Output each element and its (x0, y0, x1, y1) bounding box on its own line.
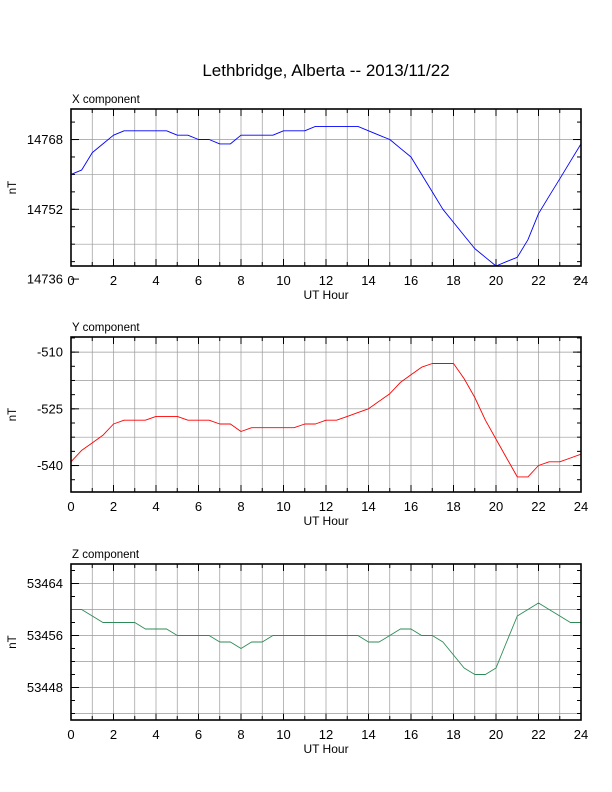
x-tick-label: 16 (404, 727, 418, 742)
x-tick-label: 2 (110, 727, 117, 742)
x-axis-label: UT Hour (303, 288, 348, 302)
x-tick-label: 6 (195, 727, 202, 742)
x-tick-label: 16 (404, 499, 418, 514)
panel-title: X component (72, 94, 141, 106)
x-tick-label: 22 (531, 499, 545, 514)
x-tick-label: 0 (67, 499, 74, 514)
y-tick-label: 14768 (27, 132, 63, 147)
series-line (70, 363, 582, 478)
y-tick-label: 53448 (27, 680, 63, 695)
x-tick-label: 12 (319, 499, 333, 514)
x-tick-label: 12 (319, 727, 333, 742)
x-tick-label: 24 (574, 273, 588, 288)
x-tick-label: 20 (489, 499, 503, 514)
x-tick-label: 10 (276, 727, 290, 742)
x-tick-label: 14 (361, 499, 375, 514)
y-axis-label: nT (7, 635, 19, 648)
plot-frame (70, 336, 582, 493)
y-tick-label: 53464 (27, 576, 63, 591)
x-axis-label: UT Hour (303, 514, 348, 528)
x-tick-label: 14 (361, 273, 375, 288)
x-tick-label: 10 (276, 499, 290, 514)
x-tick-label: 16 (404, 273, 418, 288)
y-tick-label: 14752 (27, 202, 63, 217)
y-axis-label: nT (7, 181, 19, 194)
x-tick-label: 24 (574, 499, 588, 514)
x-tick-label: 12 (319, 273, 333, 288)
x-tick-label: 0 (67, 727, 74, 742)
x-tick-label: 18 (446, 273, 460, 288)
y-tick-label: -510 (37, 345, 63, 360)
x-tick-label: 2 (110, 273, 117, 288)
plot-frame (70, 563, 582, 721)
x-tick-label: 2 (110, 499, 117, 514)
x-tick-label: 18 (446, 499, 460, 514)
x-tick-label: 8 (237, 727, 244, 742)
x-tick-label: 22 (531, 727, 545, 742)
x-tick-label: 22 (531, 273, 545, 288)
x-tick-label: 20 (489, 727, 503, 742)
y-axis-label: nT (7, 408, 19, 421)
x-tick-label: 20 (489, 273, 503, 288)
y-tick-label: 53456 (27, 628, 63, 643)
y-tick-label: 14736 (27, 272, 63, 287)
panel-title: Y component (72, 322, 140, 334)
x-tick-label: 6 (195, 499, 202, 514)
y-tick-label: -525 (37, 401, 63, 416)
chart-title: Lethbridge, Alberta -- 2013/11/22 (202, 61, 449, 80)
plot-frame (70, 108, 582, 267)
series-line (71, 602, 581, 675)
x-tick-label: 14 (361, 727, 375, 742)
x-tick-label: 4 (152, 727, 159, 742)
x-tick-label: 24 (574, 727, 588, 742)
y-tick-label: -540 (37, 458, 63, 473)
x-tick-label: 0 (67, 273, 74, 288)
x-tick-label: 8 (237, 499, 244, 514)
x-tick-label: 6 (195, 273, 202, 288)
x-tick-label: 10 (276, 273, 290, 288)
x-tick-label: 4 (152, 499, 159, 514)
x-tick-label: 18 (446, 727, 460, 742)
panel-title: Z component (72, 549, 140, 561)
x-tick-label: 8 (237, 273, 244, 288)
x-tick-label: 4 (152, 273, 159, 288)
x-axis-label: UT Hour (303, 742, 348, 756)
